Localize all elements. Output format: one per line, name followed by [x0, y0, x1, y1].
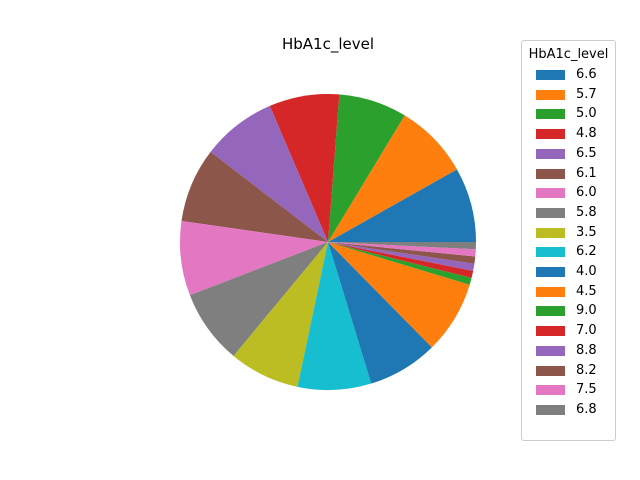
legend-swatch — [536, 286, 565, 297]
legend-swatch — [536, 345, 565, 356]
legend-label: 5.0 — [576, 106, 597, 122]
legend-label: 3.5 — [576, 224, 597, 240]
legend-label: 9.0 — [576, 303, 597, 319]
pie-slice-4.8 — [269, 93, 340, 242]
legend-entry-6.5: 6.5 — [536, 144, 597, 164]
legend-label: 8.2 — [576, 362, 597, 378]
legend-swatch — [536, 326, 565, 337]
legend-swatch — [536, 247, 565, 258]
pie-slice-6.0 — [180, 221, 328, 296]
legend-entry-4.8: 4.8 — [536, 124, 597, 144]
legend-entry-4.0: 4.0 — [536, 262, 597, 282]
legend-swatch — [536, 109, 565, 120]
legend-swatch — [536, 70, 565, 80]
pie-slice-5.7 — [328, 115, 457, 242]
legend-entry-6.2: 6.2 — [536, 242, 597, 262]
legend-swatch — [536, 365, 565, 376]
legend-entry-8.8: 8.8 — [536, 341, 597, 361]
legend-entry-5.8: 5.8 — [536, 203, 597, 223]
legend-label: 7.5 — [576, 382, 597, 398]
legend-swatch — [536, 207, 565, 218]
legend-entry-6.0: 6.0 — [536, 183, 597, 203]
pie-slice-8.8 — [328, 242, 475, 271]
legend-entry-5.7: 5.7 — [536, 85, 597, 105]
legend-entry-9.0: 9.0 — [536, 301, 597, 321]
legend-entry-8.2: 8.2 — [536, 361, 597, 381]
legend-label: 5.8 — [576, 204, 597, 220]
legend-label: 6.0 — [576, 185, 597, 201]
pie-slice-7.5 — [328, 242, 476, 257]
legend-entry-7.5: 7.5 — [536, 380, 597, 400]
legend-entry-6.8: 6.8 — [536, 400, 597, 420]
legend-label: 4.8 — [576, 126, 597, 142]
legend-swatch — [536, 188, 565, 199]
legend-entry-6.1: 6.1 — [536, 164, 597, 184]
pie-slice-4.5 — [328, 242, 470, 348]
pie-slice-6.8 — [328, 242, 476, 250]
legend-swatch — [536, 168, 565, 179]
legend-swatch — [536, 267, 565, 277]
legend-swatch — [536, 306, 565, 317]
legend-swatch — [536, 227, 565, 238]
legend-label: 6.8 — [576, 401, 597, 417]
legend-swatch — [536, 148, 565, 159]
legend-label: 4.5 — [576, 283, 597, 299]
legend-entry-3.5: 3.5 — [536, 223, 597, 243]
pie-slice-8.2 — [328, 242, 476, 264]
pie-slice-9.0 — [328, 242, 472, 285]
legend-label: 6.5 — [576, 145, 597, 161]
legend-swatch — [536, 404, 565, 415]
pie-slice-3.5 — [233, 242, 328, 387]
legend-label: 6.6 — [576, 67, 597, 82]
pie-slice-6.1 — [181, 151, 328, 242]
legend-entry-4.5: 4.5 — [536, 282, 597, 302]
legend-label: 7.0 — [576, 323, 597, 339]
pie-slices — [180, 93, 476, 391]
pie-slice-6.2 — [297, 242, 372, 391]
legend-entry-6.6: 6.6 — [536, 65, 597, 85]
legend-label: 4.0 — [576, 264, 597, 279]
legend-title: HbA1c_level — [528, 47, 609, 62]
legend-label: 5.7 — [576, 86, 597, 102]
legend-entry-5.0: 5.0 — [536, 104, 597, 124]
pie-slice-5.0 — [328, 94, 405, 243]
legend-label: 6.2 — [576, 244, 597, 260]
legend-swatch — [536, 385, 565, 396]
legend-swatch — [536, 89, 565, 100]
pie-slice-4.0 — [328, 242, 432, 384]
legend-entry-7.0: 7.0 — [536, 321, 597, 341]
chart-title: HbA1c_level — [281, 35, 375, 53]
legend-label: 6.1 — [576, 165, 597, 181]
legend-label: 8.8 — [576, 342, 597, 358]
pie-slice-7.0 — [328, 242, 474, 278]
pie-slice-6.5 — [210, 105, 328, 243]
legend-swatch — [536, 129, 565, 140]
legend: HbA1c_level 6.6 5.7 5.0 4.8 6.5 6.1 6.0 5.8 3.5 6… — [521, 40, 616, 441]
pie-slice-6.6 — [328, 169, 476, 242]
pie-slice-5.8 — [189, 242, 328, 356]
